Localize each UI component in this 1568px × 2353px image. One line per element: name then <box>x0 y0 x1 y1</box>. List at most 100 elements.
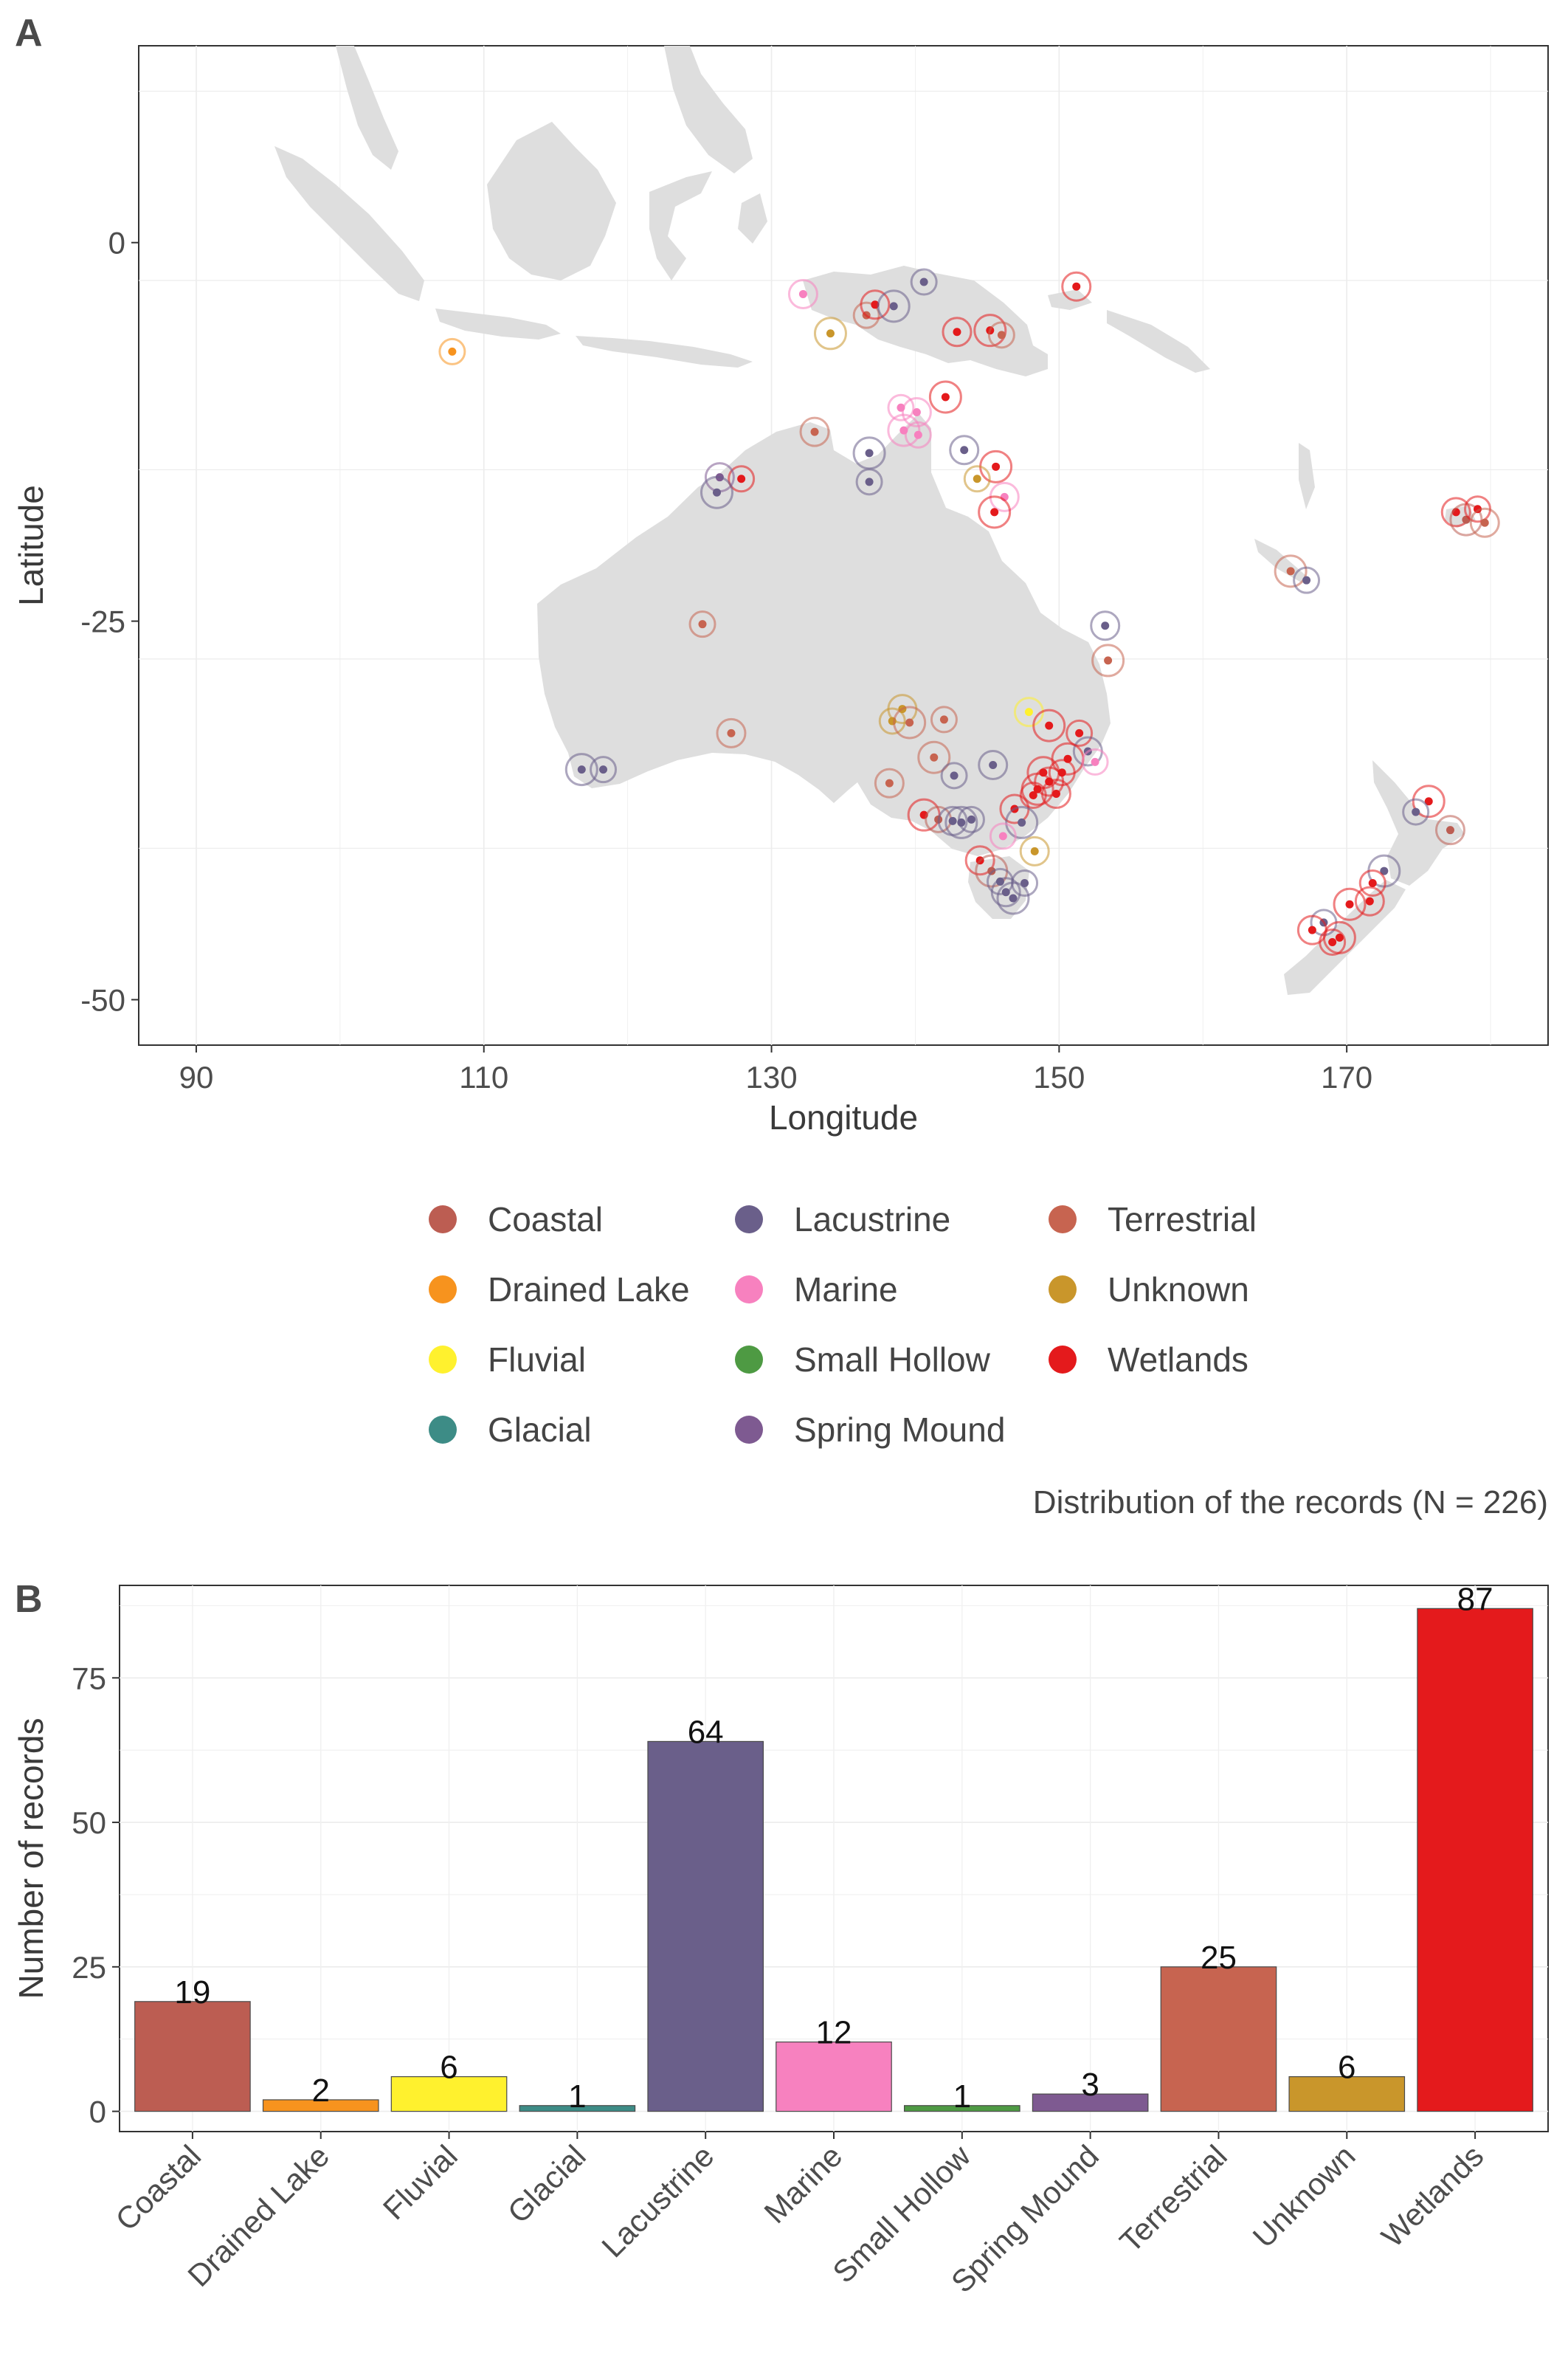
map-point <box>1090 610 1121 641</box>
map-point-ring <box>728 465 756 493</box>
bar-x-tick-label: Lacustrine <box>595 2138 720 2264</box>
bar-spring-mound <box>1032 2093 1149 2112</box>
map-y-tick-label: 0 <box>108 226 125 261</box>
map-point <box>940 762 968 790</box>
bar-x-tick-label: Glacial <box>501 2138 593 2230</box>
map-point-dot <box>1446 826 1454 835</box>
map-point <box>1319 928 1347 956</box>
map-point-dot <box>939 715 948 724</box>
bar-value-label: 2 <box>311 2073 329 2109</box>
legend-item: Fluvial <box>429 1340 586 1379</box>
map-point-dot <box>998 832 1007 841</box>
map-point-ring <box>1412 785 1446 819</box>
map-point-dot <box>1029 791 1037 799</box>
map-point-dot <box>1045 721 1054 730</box>
map-point-ring <box>973 314 1007 348</box>
map-point-dot <box>1424 797 1433 806</box>
map-point-dot <box>871 300 880 309</box>
map-point <box>930 706 958 734</box>
landmass-malay-peninsula <box>336 46 398 170</box>
map-point-ring <box>874 768 905 799</box>
map-point-dot <box>905 718 914 727</box>
bars <box>134 1608 1533 2112</box>
map-point <box>787 278 818 309</box>
map-point-ring <box>949 435 980 466</box>
landmass-borneo <box>487 122 616 280</box>
map-point-dot <box>698 620 707 629</box>
map-point-ring <box>688 610 716 638</box>
map-point-ring <box>1061 271 1092 302</box>
bar-glacial <box>519 2105 636 2112</box>
panel-b-tag: B <box>15 1578 43 1621</box>
landmass-australia <box>537 413 1111 856</box>
bar-x-tick-label: Wetlands <box>1375 2138 1491 2254</box>
map-point-dot <box>919 278 928 286</box>
legend-swatch <box>1049 1346 1077 1374</box>
map-point-ring <box>1019 836 1050 867</box>
legend-item: Drained Lake <box>429 1270 690 1309</box>
legend-item: Spring Mound <box>735 1410 1005 1449</box>
bar-unknown <box>1288 2076 1406 2112</box>
bar-value-label: 12 <box>816 2015 852 2051</box>
map-point <box>901 396 932 427</box>
records-caption: Distribution of the records (N = 226) <box>1033 1484 1548 1520</box>
map-point-ring <box>987 321 1015 349</box>
map-point <box>799 416 830 447</box>
map-point-dot <box>1075 728 1084 737</box>
legend-item: Glacial <box>429 1410 592 1449</box>
legend-label: Wetlands <box>1108 1340 1248 1379</box>
map-point-ring <box>1333 887 1367 921</box>
map-point <box>688 610 716 638</box>
legend-swatch <box>429 1205 457 1233</box>
map-point <box>813 317 847 351</box>
map-point <box>989 822 1017 850</box>
map-point <box>1011 869 1039 897</box>
map-point-dot <box>953 328 961 337</box>
legend-label: Marine <box>794 1270 898 1309</box>
map-point <box>1032 709 1066 743</box>
map-point-dot <box>1368 878 1377 887</box>
legend-swatch <box>735 1346 763 1374</box>
legend-label: Fluvial <box>488 1340 586 1379</box>
bar-value-label: 25 <box>1201 1940 1237 1976</box>
map-point-ring <box>1090 610 1121 641</box>
map-point-ring <box>799 416 830 447</box>
bar-value-label: 1 <box>953 2078 971 2115</box>
landmass-philippines <box>664 46 753 173</box>
map-point-dot <box>990 508 999 517</box>
map-gridlines <box>139 46 1548 1045</box>
landmass-vanuatu <box>1299 443 1315 509</box>
map-point-ring <box>1011 869 1039 897</box>
map-point-ring <box>957 805 985 833</box>
map-point <box>716 717 747 748</box>
map-point-ring <box>878 707 906 735</box>
map-point-dot <box>1302 576 1311 585</box>
map-point <box>963 465 991 493</box>
map-x-axis-title: Longitude <box>769 1098 918 1137</box>
map-point-dot <box>992 462 1001 471</box>
map-point-dot <box>1051 789 1060 798</box>
map-point-ring <box>564 753 598 787</box>
map-point <box>942 317 973 348</box>
map-point-dot <box>1365 897 1374 906</box>
map-point-ring <box>852 301 880 329</box>
map-point-dot <box>930 753 939 762</box>
map-point <box>1333 887 1367 921</box>
map-point-dot <box>973 475 981 483</box>
map-point <box>957 805 985 833</box>
map-point-ring <box>989 822 1017 850</box>
legend-swatch <box>429 1275 457 1303</box>
map-point <box>990 877 1021 908</box>
map-point-dot <box>1030 847 1039 855</box>
bar-x-tick-label: Coastal <box>108 2138 207 2237</box>
map-point-ring <box>964 845 995 876</box>
bar-small-hollow <box>903 2105 1020 2112</box>
bar-value-label: 6 <box>440 2050 457 2086</box>
map-point <box>1066 719 1094 747</box>
landmass-nz-north-island <box>1372 760 1465 886</box>
map-point-dot <box>912 407 921 416</box>
map-point <box>1354 886 1385 917</box>
map-point-ring <box>813 317 847 351</box>
map-point-dot <box>1480 518 1489 527</box>
